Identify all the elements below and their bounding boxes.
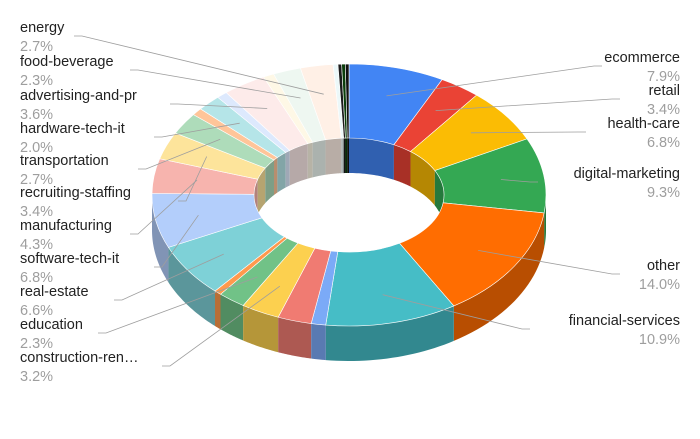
outer-wall-unlabeled-7: [278, 317, 311, 358]
slice-label-digital-marketing: digital-marketing: [574, 166, 680, 182]
inner-wall-retail: [394, 145, 411, 187]
outer-wall-unlabeled-6: [311, 324, 326, 361]
slice-label-financial-services: financial-services: [569, 313, 680, 329]
inner-wall-unlabeled-24: [344, 138, 346, 173]
slice-label-construction-ren: construction-ren…: [20, 350, 138, 366]
slice-value-digital-marketing: 9.3%: [647, 185, 680, 201]
slice-label-ecommerce: ecommerce: [604, 50, 680, 66]
slice-label-manufacturing: manufacturing: [20, 218, 112, 234]
slice-value-financial-services: 10.9%: [639, 332, 680, 348]
inner-wall-unlabeled-20: [308, 142, 313, 178]
slice-label-software-tech-it: software-tech-it: [20, 251, 119, 267]
slice-label-health-care: health-care: [607, 116, 680, 132]
slice-value-other: 14.0%: [639, 277, 680, 293]
inner-wall-unlabeled-26: [347, 138, 349, 173]
inner-wall-ecommerce: [349, 138, 394, 180]
inner-wall-unlabeled-18: [286, 150, 290, 187]
inner-wall-unlabeled-16: [274, 158, 277, 195]
slice-value-construction-ren: 3.2%: [20, 369, 53, 385]
slice-label-retail: retail: [649, 83, 680, 99]
slice-label-hardware-tech-it: hardware-tech-it: [20, 121, 125, 137]
slice-value-transportation: 2.7%: [20, 172, 53, 188]
inner-wall-unlabeled-23: [341, 138, 343, 173]
slice-label-energy: energy: [20, 20, 65, 36]
slice-value-education: 2.3%: [20, 336, 53, 352]
slice-value-manufacturing: 4.3%: [20, 237, 53, 253]
slice-value-advertising-and-pr: 3.6%: [20, 107, 53, 123]
inner-wall-unlabeled-25: [345, 138, 347, 173]
slice-value-food-beverage: 2.3%: [20, 73, 53, 89]
outer-wall-unlabeled-10: [215, 291, 220, 329]
inner-wall-hardware-tech-it: [277, 153, 285, 193]
inner-wall-food-beverage: [313, 140, 326, 178]
slice-label-food-beverage: food-beverage: [20, 54, 114, 70]
slice-value-health-care: 6.8%: [647, 135, 680, 151]
slice-value-recruiting-staffing: 3.4%: [20, 204, 53, 220]
slice-label-education: education: [20, 317, 83, 333]
slice-value-real-estate: 6.6%: [20, 303, 53, 319]
slice-label-real-estate: real-estate: [20, 284, 89, 300]
slice-value-software-tech-it: 6.8%: [20, 270, 53, 286]
slice-value-energy: 2.7%: [20, 39, 53, 55]
inner-wall-advertising-and-pr: [290, 144, 308, 186]
donut-top-faces: [152, 64, 546, 326]
slice-label-advertising-and-pr: advertising-and-pr: [20, 88, 137, 104]
slice-value-hardware-tech-it: 2.0%: [20, 140, 53, 156]
inner-wall-energy: [326, 138, 342, 175]
slice-label-other: other: [647, 258, 680, 274]
